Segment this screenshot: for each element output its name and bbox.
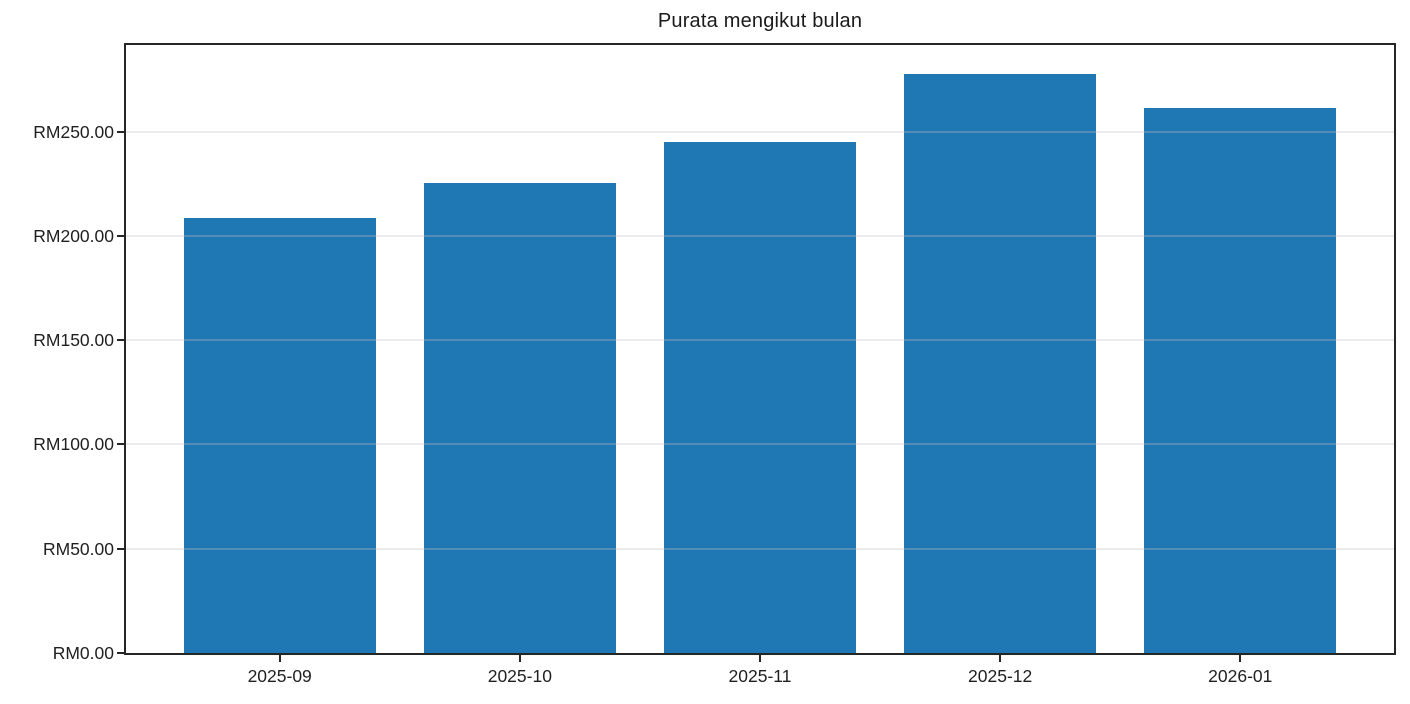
xtick-mark-2025-11	[759, 655, 761, 662]
chart-title: Purata mengikut bulan	[657, 10, 863, 32]
ytick-mark-250	[117, 130, 124, 133]
ytick-label-200: RM200.00	[33, 225, 114, 246]
bar-2025-10	[423, 182, 616, 653]
xtick-label-2025-10: 2025-10	[487, 666, 552, 686]
ytick-mark-150	[117, 339, 124, 342]
xtick-label-2025-12: 2025-12	[968, 666, 1033, 686]
xtick-mark-2025-12	[999, 655, 1002, 662]
gridline-50	[126, 547, 1394, 550]
ytick-mark-200	[117, 234, 124, 237]
ytick-label-50: RM50.00	[42, 538, 114, 559]
xtick-mark-2026-01	[1239, 655, 1242, 662]
gridline-150	[126, 339, 1394, 342]
xtick-label-2026-01: 2026-01	[1208, 666, 1273, 686]
ytick-mark-100	[117, 443, 124, 446]
ytick-label-150: RM150.00	[33, 330, 114, 351]
bar-2025-11	[663, 142, 857, 653]
gridline-100	[126, 443, 1394, 446]
bar-2025-09	[183, 218, 376, 653]
ytick-mark-50	[117, 547, 124, 550]
ytick-label-250: RM250.00	[33, 121, 114, 142]
plot-area	[124, 43, 1396, 655]
xtick-mark-2025-10	[518, 655, 521, 662]
xtick-label-2025-09: 2025-09	[247, 666, 312, 686]
gridline-200	[126, 234, 1394, 237]
ytick-label-100: RM100.00	[33, 434, 114, 455]
xtick-label-2025-11: 2025-11	[728, 666, 792, 686]
bar-2025-12	[904, 74, 1097, 653]
bar-2026-01	[1144, 107, 1337, 653]
gridline-250	[126, 130, 1394, 133]
ytick-mark-0	[117, 652, 124, 654]
ytick-label-0: RM0.00	[52, 643, 114, 663]
xtick-mark-2025-09	[278, 655, 281, 662]
